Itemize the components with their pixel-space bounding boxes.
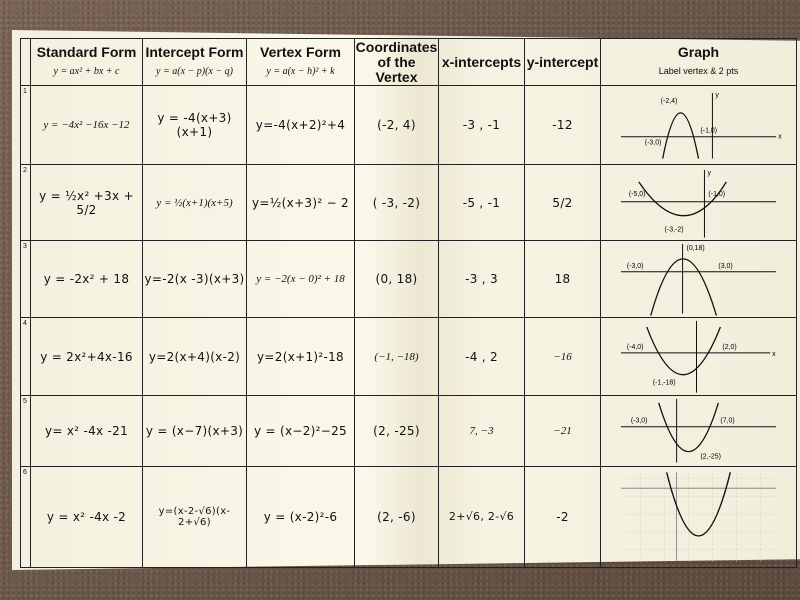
graph-label: (2,-25)	[700, 454, 720, 461]
vertex-coords-cell: (2, -6)	[354, 465, 439, 569]
vertex-coords-cell: (-2, 4)	[354, 85, 439, 165]
header-graph: Graph Label vertex & 2 pts	[600, 37, 797, 87]
header-vertex-form: Vertex Form y = a(x − h)² + k	[246, 37, 355, 87]
y-intercept-cell: 5/2	[524, 163, 601, 242]
header-y-intercept: y-intercept	[524, 37, 601, 87]
header-standard-form: Standard Form y = ax² + bx + c	[30, 37, 143, 87]
standard-form-cell: y = x² -4x -2	[30, 465, 143, 569]
graph-label: (-1,0)	[700, 128, 717, 135]
table-row: 3 y = -2x² + 18 y=-2(x -3)(x+3) y = −2(x…	[20, 240, 797, 318]
intercept-form-cell: y = ½(x+1)(x+5)	[142, 163, 247, 242]
y-intercept-cell: -12	[524, 85, 601, 165]
vertex-form-cell: y=½(x+3)² − 2	[246, 163, 355, 242]
graph-label: (-3,0)	[645, 140, 662, 147]
row-number: 5	[20, 395, 31, 467]
intercept-form-cell: y=(x-2-√6)(x-2+√6)	[142, 465, 247, 569]
graph-label: (2,0)	[722, 344, 736, 351]
table-row: 4 y = 2x²+4x-16 y=2(x+4)(x-2) y=2(x+1)²-…	[20, 316, 797, 397]
rownum-header	[20, 37, 31, 87]
graph-label: y	[707, 170, 711, 177]
row-number: 3	[20, 240, 31, 318]
graph-label: (-1,-18)	[653, 380, 676, 387]
standard-form-cell: y = -2x² + 18	[30, 240, 143, 318]
vertex-form-cell: y = −2(x − 0)² + 18	[246, 240, 355, 318]
row-number: 4	[20, 316, 31, 397]
parabola-sketch-2: (-5,0) (-1,0) (-3,-2) y	[620, 170, 777, 238]
graph-cell	[600, 465, 797, 569]
header-intercept-form: Intercept Form y = a(x − p)(x − q)	[142, 37, 247, 87]
vertex-coords-cell: (−1, −18)	[354, 316, 439, 397]
x-intercepts-cell: -5 , -1	[438, 163, 525, 242]
table-row: 5 y= x² -4x -21 y = (x−7)(x+3) y = (x−2)…	[20, 395, 797, 467]
parabola-sketch-3: (0,18) (-3,0) (3,0)	[620, 244, 777, 317]
table-row: 6 y = x² -4x -2 y=(x-2-√6)(x-2+√6) y = (…	[20, 465, 797, 569]
x-intercepts-cell: -3 , 3	[438, 240, 525, 318]
row-number: 2	[20, 163, 31, 242]
header-vertex-coords: Coordinates of the Vertex	[354, 37, 439, 87]
x-intercepts-cell: 7, −3	[438, 395, 525, 467]
vertex-coords-cell: ( -3, -2)	[354, 163, 439, 242]
graph-label: (-3,-2)	[665, 226, 684, 233]
header-row: Standard Form y = ax² + bx + c Intercept …	[20, 37, 797, 87]
graph-cell: (-2,4) (-3,0) (-1,0) y x	[600, 85, 797, 165]
row-number: 6	[20, 465, 31, 569]
parabola-sketch-5: (-3,0) (7,0) (2,-25)	[620, 399, 777, 464]
standard-form-cell: y = ½x² +3x + 5/2	[30, 163, 143, 242]
row-number: 1	[20, 85, 31, 165]
y-intercept-cell: −21	[524, 395, 601, 467]
vertex-form-cell: y = (x−2)²−25	[246, 395, 355, 467]
intercept-form-cell: y=-2(x -3)(x+3)	[142, 240, 247, 318]
graph-cell: (-5,0) (-1,0) (-3,-2) y	[600, 163, 797, 242]
graph-label: (-3,0)	[627, 263, 644, 270]
intercept-form-cell: y=2(x+4)(x-2)	[142, 316, 247, 397]
quadratic-forms-table: Standard Form y = ax² + bx + c Intercept …	[20, 37, 797, 569]
standard-form-cell: y = 2x²+4x-16	[30, 316, 143, 397]
graph-label: (-2,4)	[661, 98, 678, 105]
graph-label: x	[772, 351, 776, 358]
vertex-coords-cell: (2, -25)	[354, 395, 439, 467]
standard-form-cell: y = −4x² −16x −12	[30, 85, 143, 165]
graph-label: (0,18)	[687, 245, 705, 252]
vertex-form-cell: y=2(x+1)²-18	[246, 316, 355, 397]
parabola-sketch-4: (-4,0) (2,0) (-1,-18) x	[620, 320, 776, 393]
standard-form-cell: y= x² -4x -21	[30, 395, 143, 467]
parabola-sketch-1: (-2,4) (-3,0) (-1,0) y x	[620, 92, 782, 159]
graph-cell: (-3,0) (7,0) (2,-25)	[600, 395, 797, 467]
table-row: 1 y = −4x² −16x −12 y = -4(x+3)(x+1) y=-…	[20, 85, 797, 165]
graph-cell: (0,18) (-3,0) (3,0)	[600, 240, 797, 318]
graph-label: y	[715, 92, 719, 99]
graph-label: (3,0)	[718, 263, 732, 270]
graph-cell: (-4,0) (2,0) (-1,-18) x	[600, 316, 797, 397]
graph-label: (-5,0)	[629, 191, 646, 198]
parabola-graph-6	[620, 472, 777, 562]
y-intercept-cell: -2	[524, 465, 601, 569]
header-x-intercepts: x-intercepts	[438, 37, 525, 87]
graph-label: (-1,0)	[708, 191, 725, 198]
vertex-form-cell: y=-4(x+2)²+4	[246, 85, 355, 165]
x-intercepts-cell: -3 , -1	[438, 85, 525, 165]
table-row: 2 y = ½x² +3x + 5/2 y = ½(x+1)(x+5) y=½(…	[20, 163, 797, 242]
vertex-coords-cell: (0, 18)	[354, 240, 439, 318]
vertex-form-cell: y = (x-2)²-6	[246, 465, 355, 569]
y-intercept-cell: −16	[524, 316, 601, 397]
x-intercepts-cell: -4 , 2	[438, 316, 525, 397]
graph-label: (7,0)	[720, 418, 734, 425]
intercept-form-cell: y = -4(x+3)(x+1)	[142, 85, 247, 165]
x-intercepts-cell: 2+√6, 2-√6	[438, 465, 525, 569]
graph-label: (-3,0)	[631, 418, 648, 425]
intercept-form-cell: y = (x−7)(x+3)	[142, 395, 247, 467]
y-intercept-cell: 18	[524, 240, 601, 318]
graph-label: (-4,0)	[627, 344, 644, 351]
graph-label: x	[778, 134, 782, 141]
